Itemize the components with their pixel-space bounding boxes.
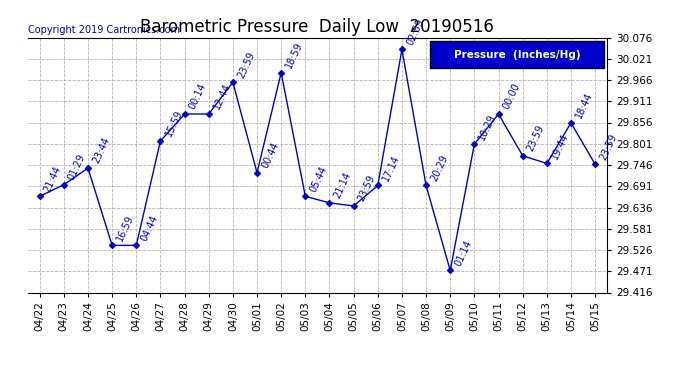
Text: 23:59: 23:59 bbox=[357, 174, 377, 203]
Text: 19:44: 19:44 bbox=[550, 131, 571, 160]
Text: 17:14: 17:14 bbox=[381, 153, 402, 183]
Text: 23:44: 23:44 bbox=[91, 136, 112, 165]
Text: Copyright 2019 Cartronics.com: Copyright 2019 Cartronics.com bbox=[28, 25, 179, 35]
FancyBboxPatch shape bbox=[431, 41, 604, 68]
Text: 10:29: 10:29 bbox=[477, 112, 498, 141]
Text: 04:44: 04:44 bbox=[139, 213, 160, 243]
Text: 00:00: 00:00 bbox=[502, 82, 522, 111]
Text: Pressure  (Inches/Hg): Pressure (Inches/Hg) bbox=[454, 50, 581, 60]
Text: 23:59: 23:59 bbox=[526, 123, 546, 153]
Text: 23:59: 23:59 bbox=[598, 132, 619, 162]
Text: 21:44: 21:44 bbox=[43, 164, 63, 194]
Text: 21:14: 21:14 bbox=[333, 171, 353, 200]
Text: 00:44: 00:44 bbox=[260, 141, 281, 170]
Text: 18:59: 18:59 bbox=[284, 40, 305, 70]
Text: 05:44: 05:44 bbox=[308, 164, 329, 194]
Text: 12:44: 12:44 bbox=[212, 82, 233, 111]
Text: 02:59: 02:59 bbox=[405, 17, 426, 47]
Text: 23:59: 23:59 bbox=[236, 50, 257, 80]
Text: 01:29: 01:29 bbox=[67, 152, 88, 182]
Title: Barometric Pressure  Daily Low  20190516: Barometric Pressure Daily Low 20190516 bbox=[141, 18, 494, 36]
Text: 18:44: 18:44 bbox=[574, 91, 595, 120]
Text: 20:29: 20:29 bbox=[429, 153, 450, 183]
Text: 16:59: 16:59 bbox=[115, 213, 136, 243]
Text: 01:14: 01:14 bbox=[453, 238, 474, 268]
Text: 15:59: 15:59 bbox=[164, 109, 184, 138]
Text: 00:14: 00:14 bbox=[188, 82, 208, 111]
